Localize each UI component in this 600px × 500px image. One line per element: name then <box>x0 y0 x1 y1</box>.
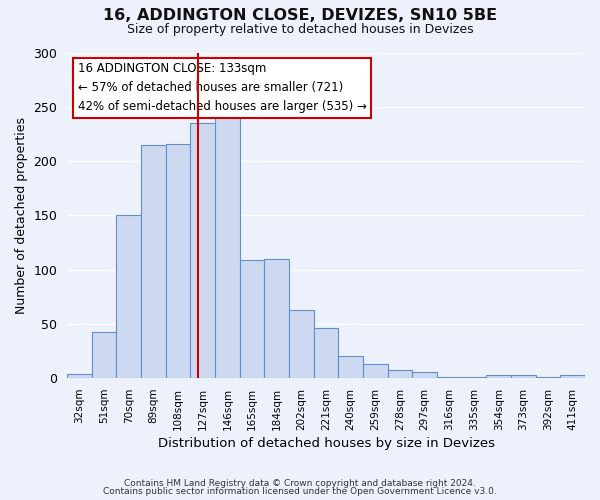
Bar <box>240 260 265 378</box>
Bar <box>560 375 585 378</box>
Bar <box>511 375 536 378</box>
Bar <box>116 216 141 378</box>
Bar <box>92 332 116 378</box>
Bar <box>462 377 487 378</box>
Bar <box>412 372 437 378</box>
Bar <box>437 377 462 378</box>
Bar <box>141 145 166 378</box>
Text: 16 ADDINGTON CLOSE: 133sqm
← 57% of detached houses are smaller (721)
42% of sem: 16 ADDINGTON CLOSE: 133sqm ← 57% of deta… <box>77 62 367 114</box>
Bar <box>289 310 314 378</box>
Bar <box>314 328 338 378</box>
Bar <box>487 375 511 378</box>
Bar <box>265 259 289 378</box>
Bar <box>67 374 92 378</box>
Text: Contains HM Land Registry data © Crown copyright and database right 2024.: Contains HM Land Registry data © Crown c… <box>124 478 476 488</box>
Text: Contains public sector information licensed under the Open Government Licence v3: Contains public sector information licen… <box>103 487 497 496</box>
Bar <box>536 377 560 378</box>
Text: Size of property relative to detached houses in Devizes: Size of property relative to detached ho… <box>127 22 473 36</box>
Bar <box>388 370 412 378</box>
Text: 16, ADDINGTON CLOSE, DEVIZES, SN10 5BE: 16, ADDINGTON CLOSE, DEVIZES, SN10 5BE <box>103 8 497 22</box>
Bar <box>166 144 190 378</box>
Bar <box>215 109 240 378</box>
Bar <box>190 123 215 378</box>
Y-axis label: Number of detached properties: Number of detached properties <box>15 117 28 314</box>
Bar <box>338 356 363 378</box>
X-axis label: Distribution of detached houses by size in Devizes: Distribution of detached houses by size … <box>158 437 494 450</box>
Bar <box>363 364 388 378</box>
